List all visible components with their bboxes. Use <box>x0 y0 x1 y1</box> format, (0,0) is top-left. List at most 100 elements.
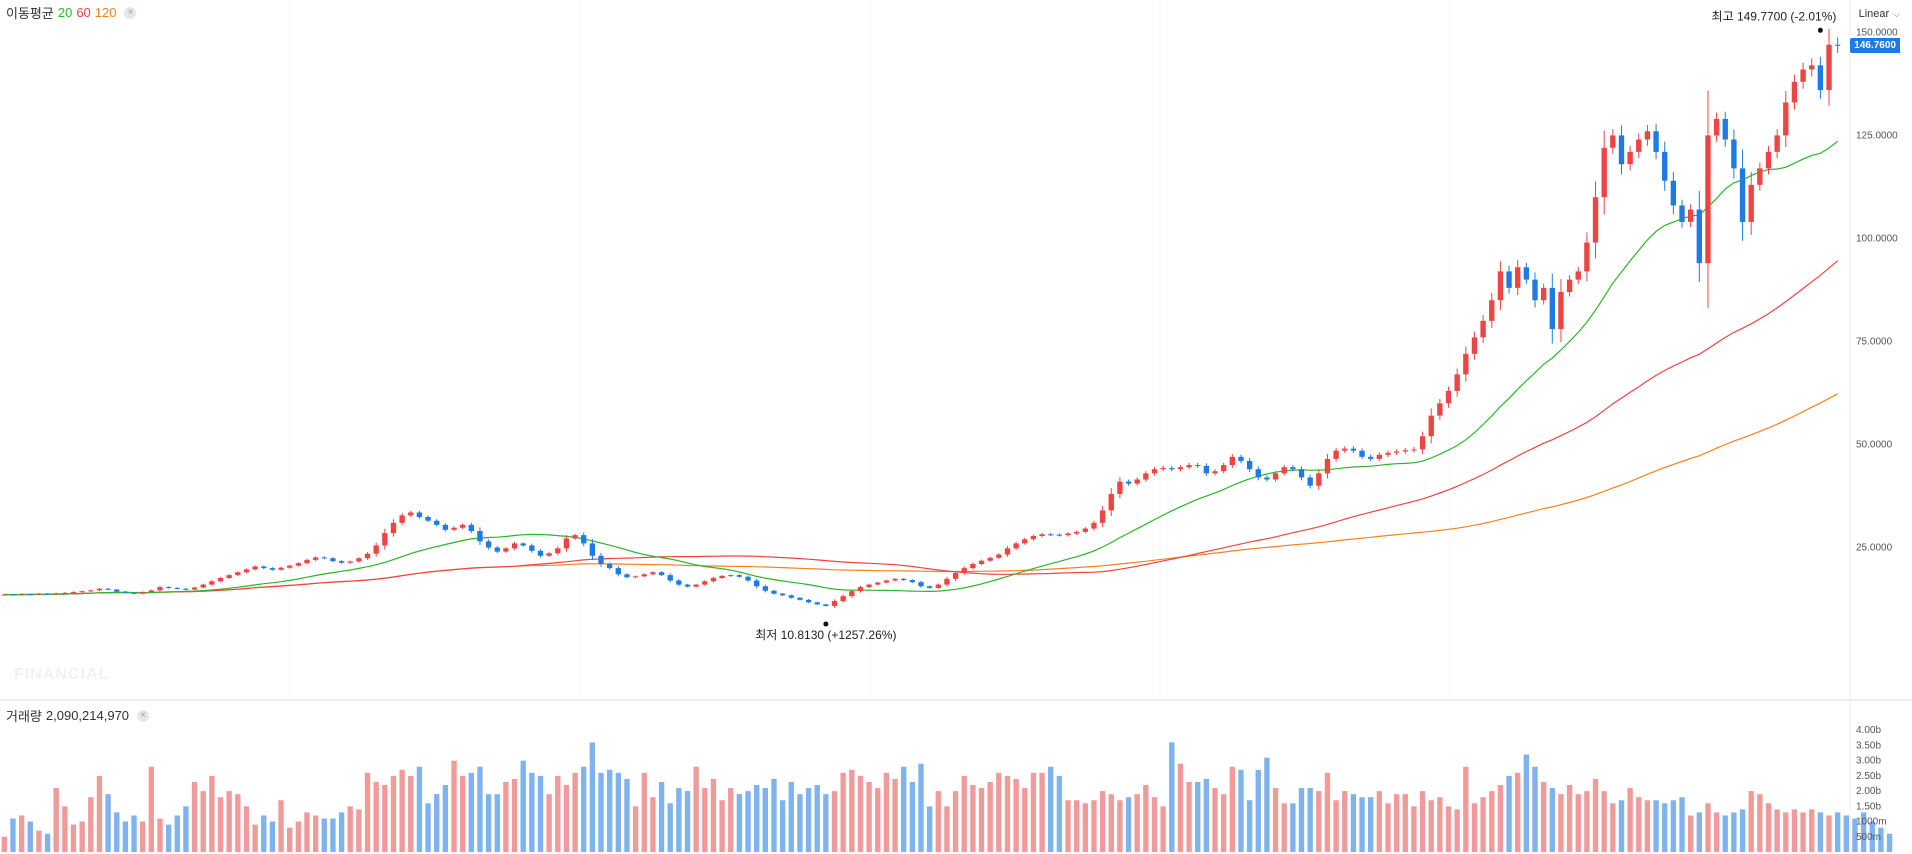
volume-bar <box>1618 800 1625 852</box>
volume-bar <box>1160 806 1166 852</box>
volume-bar <box>1298 788 1305 852</box>
volume-bar <box>676 788 682 852</box>
candle <box>459 524 466 528</box>
volume-bar <box>1860 812 1867 852</box>
volume-bar <box>1558 794 1564 852</box>
candle <box>1428 415 1434 437</box>
volume-bar <box>226 791 232 852</box>
candle <box>1584 242 1590 272</box>
candle <box>1333 450 1339 459</box>
candle <box>952 573 959 579</box>
volume-bar <box>364 772 371 852</box>
candle <box>1532 279 1538 301</box>
ma60-line <box>4 260 1839 596</box>
candle <box>788 595 794 598</box>
volume-axis-tick: 4.00b <box>1856 725 1881 736</box>
volume-bar <box>18 815 25 852</box>
candle <box>1636 139 1642 152</box>
volume-bar <box>477 766 483 852</box>
volume-bar <box>546 794 552 852</box>
candle <box>823 604 829 606</box>
volume-bar <box>823 794 829 852</box>
candle <box>425 517 431 521</box>
volume-bar <box>736 794 743 852</box>
candle <box>148 590 155 593</box>
volume-bar <box>425 803 431 852</box>
volume-bar <box>978 788 985 852</box>
candle <box>883 580 890 583</box>
volume-bar <box>901 766 907 852</box>
candle <box>589 543 596 556</box>
volume-bar <box>1497 785 1504 852</box>
volume-bar <box>416 766 423 852</box>
candle <box>105 588 111 590</box>
volume-bar <box>606 769 613 852</box>
volume-bar <box>1532 766 1538 852</box>
volume-bar <box>1342 791 1348 852</box>
candle <box>1143 473 1149 480</box>
candle <box>849 591 855 597</box>
volume-bar <box>1886 833 1893 852</box>
volume-bar <box>624 778 630 852</box>
volume-bar <box>1575 794 1581 852</box>
volume-bar <box>1748 791 1754 852</box>
candle <box>805 599 812 603</box>
volume-bar <box>1359 797 1365 852</box>
candle <box>624 574 630 578</box>
volume-bar <box>728 788 734 852</box>
volume-bar <box>408 775 414 852</box>
volume-bar <box>918 763 924 852</box>
volume-axis-tick: 1.50b <box>1856 801 1881 812</box>
volume-bar <box>1437 797 1443 852</box>
volume-bar <box>961 775 967 852</box>
candle <box>399 515 405 523</box>
remove-volume-icon[interactable]: × <box>137 709 150 722</box>
candle <box>200 584 206 588</box>
candle <box>1696 209 1702 264</box>
candle <box>1687 209 1694 222</box>
high-marker <box>1817 27 1823 33</box>
candle <box>1 594 8 596</box>
volume-bar <box>1177 763 1184 852</box>
candle <box>494 547 500 552</box>
candle <box>503 548 509 552</box>
volume-bar <box>650 797 656 852</box>
candle <box>1791 81 1798 103</box>
volume-bar <box>1065 800 1071 852</box>
volume-bar <box>857 775 864 852</box>
volume-bar <box>632 806 639 852</box>
volume-bar <box>1679 797 1685 852</box>
candle <box>330 558 336 562</box>
candle <box>875 582 881 585</box>
candle <box>1419 436 1426 450</box>
candle <box>866 584 872 588</box>
volume-axis-tick: 2.00b <box>1856 786 1881 797</box>
volume-bar <box>347 806 353 852</box>
candle <box>944 578 950 585</box>
candle <box>1774 135 1780 152</box>
volume-bar <box>944 806 950 852</box>
volume-bar <box>771 778 777 852</box>
candle <box>1048 534 1054 536</box>
volume-bar <box>390 775 397 852</box>
price-axis-tick: 150.0000 <box>1856 27 1898 38</box>
volume-bar <box>122 821 129 852</box>
candle <box>546 553 552 556</box>
candle <box>1523 267 1530 280</box>
candle <box>1324 458 1331 474</box>
candle <box>1757 168 1763 185</box>
candle <box>719 575 725 579</box>
candle <box>1091 522 1097 529</box>
candle <box>1385 452 1391 455</box>
candle <box>1177 467 1184 470</box>
scale-type-select[interactable]: Linear ⌵ <box>1859 8 1900 20</box>
remove-moving-average-icon[interactable]: × <box>124 6 137 19</box>
price-axis-tick: 125.0000 <box>1856 130 1898 141</box>
volume-bar <box>1739 809 1746 852</box>
candle <box>1618 135 1625 165</box>
volume-bar <box>96 775 103 852</box>
candle <box>1350 448 1357 451</box>
volume-bar <box>53 788 59 852</box>
candle <box>1497 271 1504 301</box>
